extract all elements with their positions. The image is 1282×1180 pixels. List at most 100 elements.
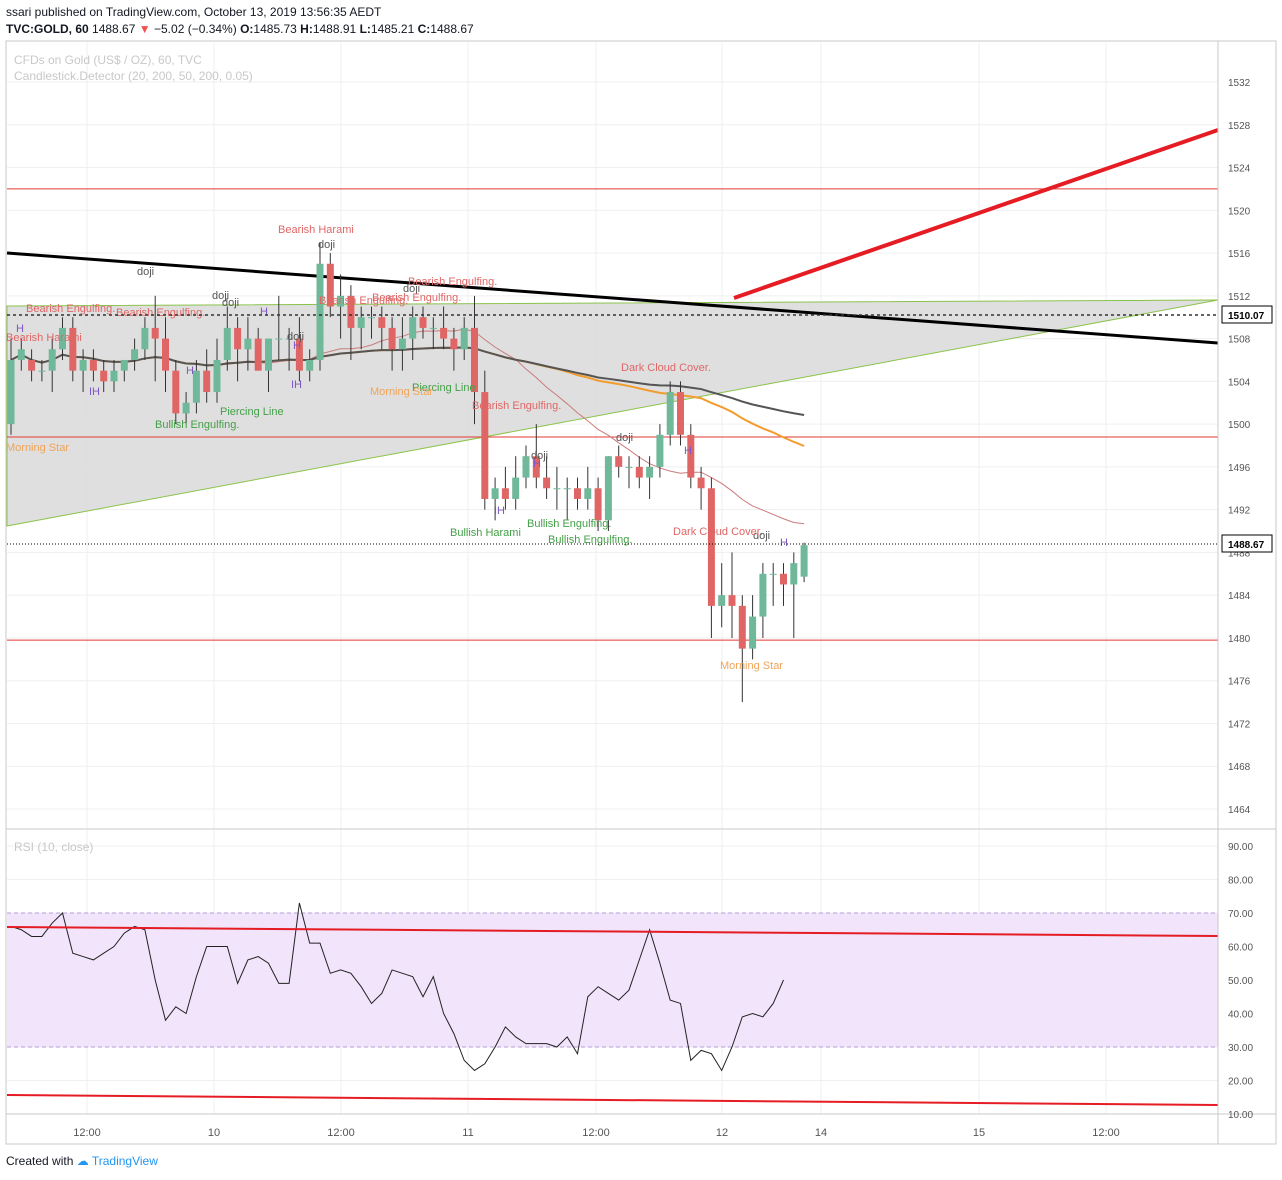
last-price-label-box xyxy=(1221,534,1273,553)
footer: Created with ☁ TradingView xyxy=(6,1154,158,1168)
candle-body xyxy=(203,370,211,393)
rsi-lines xyxy=(6,902,1219,1106)
projection-arrow-line xyxy=(733,128,1219,300)
price-tick-label: 1476 xyxy=(1228,677,1251,688)
candle-body xyxy=(79,359,87,371)
rsi-tick-label: 50.00 xyxy=(1228,976,1253,987)
candle-body xyxy=(677,392,684,435)
marked-level-label-box xyxy=(1221,305,1273,324)
candle-body xyxy=(295,338,303,371)
pattern-label: Bearish Harami xyxy=(6,332,82,344)
candle-body xyxy=(265,338,272,371)
rsi-tick-label: 40.00 xyxy=(1228,1010,1253,1021)
candle-body xyxy=(182,402,190,414)
high-value: 1488.91 xyxy=(312,22,357,36)
price-tick-label: 1524 xyxy=(1228,164,1251,175)
pattern-label: Bullish Harami xyxy=(450,527,521,539)
price-tick-label: 1504 xyxy=(1228,377,1251,388)
pattern-label: doji xyxy=(531,450,548,462)
price-tick-label: 1480 xyxy=(1228,634,1251,645)
pattern-label: doji xyxy=(753,530,770,542)
pattern-label: H xyxy=(780,537,788,549)
candle-body xyxy=(532,456,540,478)
publisher-line: ssari published on TradingView.com, Octo… xyxy=(6,5,382,19)
open-label: O: xyxy=(240,22,254,36)
tradingview-brand-link[interactable]: TradingView xyxy=(91,1154,158,1168)
pattern-label: Bearish Engulfing. xyxy=(408,276,497,288)
candle-body xyxy=(89,359,97,371)
pattern-labels: Bearish Haramidojidojidojidojidojidojido… xyxy=(6,224,788,672)
main-pane-title: CFDs on Gold (US$ / OZ), 60, TVC xyxy=(14,53,202,67)
pattern-label: doji xyxy=(318,239,335,251)
indicator-title: Candlestick.Detector (20, 200, 50, 200, … xyxy=(14,69,253,83)
pattern-label: H xyxy=(16,323,24,335)
pattern-label: IH xyxy=(291,379,302,391)
candles xyxy=(7,242,808,703)
pattern-label: Morning Star xyxy=(720,660,783,672)
close-label: C: xyxy=(417,22,431,36)
pattern-label: doji xyxy=(212,290,229,302)
candle-body xyxy=(501,488,509,499)
candle-body xyxy=(471,327,478,393)
price-tick-label: 1488 xyxy=(1228,548,1251,559)
pattern-label: Morning Star xyxy=(370,386,433,398)
price-tick-label: 1492 xyxy=(1228,506,1251,517)
rsi-upper-trendline xyxy=(6,926,1219,937)
horizontal-levels xyxy=(7,188,1218,641)
candle-body xyxy=(337,295,345,307)
pattern-label: doji xyxy=(287,331,304,343)
pattern-label: Piercing Line xyxy=(412,382,476,394)
candle-body xyxy=(450,338,458,350)
price-tick-label: 1496 xyxy=(1228,463,1251,474)
candle-body xyxy=(543,477,551,489)
candle-body xyxy=(254,338,262,371)
pattern-label: Dark Cloud Cover. xyxy=(673,526,763,538)
candle-body xyxy=(491,488,499,499)
price-tick-label: 1512 xyxy=(1228,292,1251,303)
candle-body xyxy=(635,466,643,478)
candle-body xyxy=(790,563,798,585)
candle-body xyxy=(388,327,396,350)
time-axis[interactable]: 12:00 10 12:00 11 12:00 12 14 15 12:00 xyxy=(73,1127,1120,1139)
down-arrow-icon: ▼ xyxy=(138,22,151,36)
candle-body xyxy=(615,456,623,467)
price-axis[interactable]: 1464 1468 1472 1476 1480 1484 1488 1492 1496 1500… xyxy=(1221,78,1273,816)
candle-body xyxy=(100,370,108,382)
pattern-label: Bearish Engulfing. xyxy=(472,400,561,412)
rsi-axis[interactable]: 10.00 20.00 30.00 40.00 50.00 60.00 70.00 80.00… xyxy=(1228,842,1253,1121)
candle-body xyxy=(213,359,221,393)
candle-body xyxy=(17,349,25,360)
candle-body xyxy=(306,359,314,371)
pattern-label: Bullish Engulfing. xyxy=(527,518,611,530)
rsi-band xyxy=(7,913,1218,1047)
candle-body xyxy=(69,327,77,371)
candle-body xyxy=(553,488,561,490)
tradingview-logo-icon: ☁ xyxy=(76,1154,89,1168)
low-value: 1485.21 xyxy=(370,22,415,36)
candle-body xyxy=(707,488,715,606)
price-tick-label: 1532 xyxy=(1228,78,1251,89)
time-tick-label: 12 xyxy=(716,1127,728,1139)
candle-body xyxy=(285,338,293,340)
rsi-lower-trendline xyxy=(6,1094,1219,1106)
resistance-trendline xyxy=(6,251,1219,345)
pattern-label: H xyxy=(293,340,301,352)
candle-body xyxy=(316,263,324,360)
rsi-pane-title: RSI (10, close) xyxy=(14,840,93,854)
pattern-label: doji xyxy=(222,297,239,309)
candle-body xyxy=(398,338,406,350)
candle-body xyxy=(131,349,139,360)
price-tick-label: 1468 xyxy=(1228,762,1251,773)
candle-body xyxy=(656,434,664,467)
rsi-tick-label: 20.00 xyxy=(1228,1077,1253,1088)
pattern-label: Bullish Engulfing. xyxy=(548,534,632,546)
price-tick-label: 1484 xyxy=(1228,591,1251,602)
candle-body xyxy=(522,456,530,478)
time-tick-label: 10 xyxy=(208,1127,220,1139)
candle-body xyxy=(275,338,283,340)
rsi-tick-label: 10.00 xyxy=(1228,1110,1253,1121)
candle-body xyxy=(326,263,334,307)
pattern-label: Bearish Engulfing. xyxy=(319,295,408,307)
candle-body xyxy=(728,595,736,606)
